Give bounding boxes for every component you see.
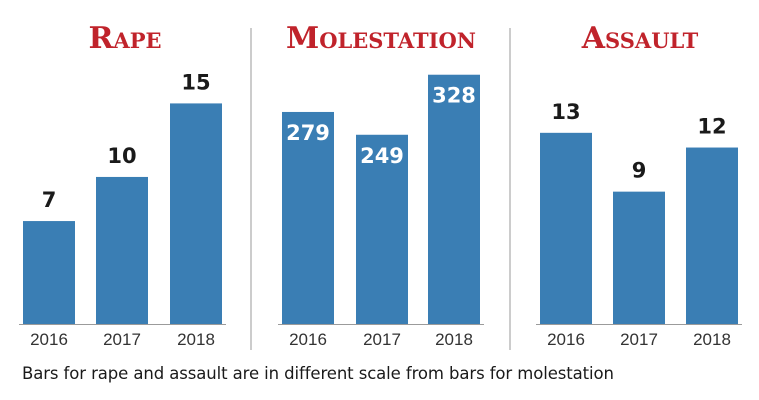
molestation-value-label-2016: 279 — [286, 121, 330, 145]
rape-value-label-2018: 15 — [181, 70, 210, 94]
molestation-tick-label-2016: 2016 — [289, 330, 327, 349]
rape-bar-2016 — [23, 221, 75, 324]
assault-bar-2018 — [686, 147, 738, 324]
molestation-bar-2017 — [356, 134, 408, 324]
rape-tick-label-2017: 2017 — [103, 330, 141, 349]
rape-bar-2017 — [96, 176, 148, 324]
rape-value-label-2017: 10 — [107, 144, 136, 168]
rape-bar-2018 — [170, 103, 222, 324]
molestation-value-label-2018: 328 — [432, 84, 476, 108]
rape-tick-label-2018: 2018 — [177, 330, 215, 349]
assault-value-label-2016: 13 — [551, 100, 580, 124]
footnote: Bars for rape and assault are in differe… — [22, 364, 614, 383]
assault-bar-2016 — [540, 132, 592, 324]
assault-bar-2017 — [613, 191, 665, 324]
molestation-tick-label-2017: 2017 — [363, 330, 401, 349]
assault-value-label-2018: 12 — [697, 115, 726, 139]
rape-title: Rape — [88, 21, 161, 56]
molestation-bar-2016 — [282, 111, 334, 325]
assault-tick-label-2018: 2018 — [693, 330, 731, 349]
molestation-title: Molestation — [286, 21, 476, 56]
rape-value-label-2016: 7 — [42, 188, 57, 212]
assault-tick-label-2016: 2016 — [547, 330, 585, 349]
assault-title: Assault — [581, 21, 699, 56]
molestation-bar-2018 — [428, 74, 480, 324]
assault-value-label-2017: 9 — [632, 159, 647, 183]
assault-tick-label-2017: 2017 — [620, 330, 658, 349]
molestation-tick-label-2018: 2018 — [435, 330, 473, 349]
molestation-value-label-2017: 249 — [360, 144, 404, 168]
rape-tick-label-2016: 2016 — [30, 330, 68, 349]
